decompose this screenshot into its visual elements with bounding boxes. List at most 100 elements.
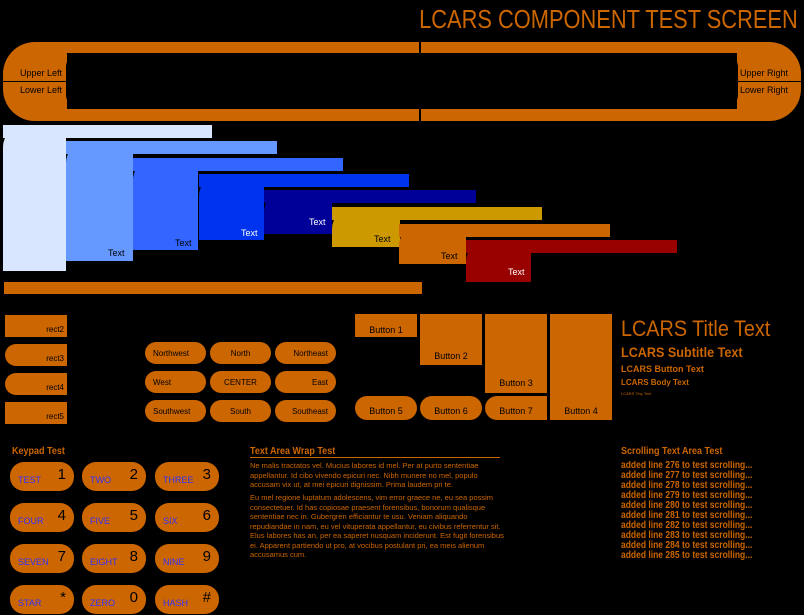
keypad-key-value: 8	[129, 548, 138, 565]
elbow-top-bar	[399, 224, 610, 237]
keypad-key-value: 5	[129, 507, 138, 524]
horizontal-bar[interactable]	[4, 282, 422, 294]
keypad-key-label: HASH	[163, 598, 189, 608]
frame-bottom-bar-right[interactable]	[421, 109, 739, 121]
keypad-key-label: STAR	[18, 598, 42, 608]
rect3[interactable]: rect3	[5, 344, 67, 366]
keypad-key-value: 9	[202, 548, 211, 565]
keypad-key-label: NINE	[163, 557, 185, 567]
keypad-key-five[interactable]: FIVE 5	[82, 503, 146, 532]
rect5[interactable]: rect5	[5, 402, 67, 424]
scroll-line: added line 276 to test scrolling...	[621, 461, 753, 471]
keypad-key-six[interactable]: SIX 6	[155, 503, 219, 532]
elbow-label: Text	[441, 251, 458, 261]
frame-bottom-bar-left[interactable]	[66, 109, 419, 121]
button-3[interactable]: Button 3	[485, 314, 547, 393]
frame-divider-left	[3, 81, 66, 82]
elbow-label: Text	[175, 238, 192, 248]
keypad-key-value: 4	[57, 507, 66, 524]
elbow-side-bar	[66, 141, 133, 261]
keypad-key-value: 2	[129, 466, 138, 483]
keypad-key-two[interactable]: TWO 2	[82, 462, 146, 491]
button-2[interactable]: Button 2	[420, 314, 482, 365]
keypad-key-nine[interactable]: NINE 9	[155, 544, 219, 573]
scroll-area[interactable]: added line 276 to test scrolling... added…	[621, 461, 801, 571]
elbow-top-bar	[332, 207, 542, 220]
frame-top-bar-right[interactable]	[421, 42, 739, 53]
compass-southwest-button[interactable]: Southwest	[145, 400, 206, 422]
button-7[interactable]: Button 7	[485, 396, 547, 420]
keypad-key-three[interactable]: THREE 3	[155, 462, 219, 491]
elbow-label: Text	[374, 234, 391, 244]
button-6[interactable]: Button 6	[420, 396, 482, 420]
keypad-key-eight[interactable]: EIGHT 8	[82, 544, 146, 573]
keypad-key-value: 1	[57, 466, 66, 483]
keypad-key-value: 6	[202, 507, 211, 524]
compass-northwest-button[interactable]: Northwest	[145, 342, 206, 364]
elbow-top-bar	[3, 125, 212, 138]
elbow-top-bar	[66, 141, 277, 154]
lcars-subtitle-text: LCARS Subtitle Text	[621, 344, 743, 360]
scroll-line: added line 279 to test scrolling...	[621, 490, 753, 501]
keypad-title: Keypad Test	[12, 446, 65, 457]
elbow-8[interactable]: Text	[466, 240, 677, 282]
frame-upper-left-label: Upper Left	[20, 68, 63, 78]
compass-northeast-button[interactable]: Northeast	[275, 342, 336, 364]
rect2[interactable]: rect2	[5, 315, 67, 337]
rect4[interactable]: rect4	[5, 373, 67, 395]
elbow-label: Text	[241, 228, 258, 238]
button-5[interactable]: Button 5	[355, 396, 417, 420]
compass-south-button[interactable]: South	[210, 400, 271, 422]
compass-center-button[interactable]: CENTER	[210, 371, 271, 393]
keypad-key-value: *	[60, 589, 66, 606]
compass-north-button[interactable]: North	[210, 342, 271, 364]
elbow-top-bar	[466, 240, 677, 253]
compass-east-button[interactable]: East	[275, 371, 336, 393]
elbow-label: Text	[108, 248, 125, 258]
frame-lower-left-label: Lower Left	[20, 85, 63, 95]
scroll-line: added line 285 to test scrolling...	[621, 550, 753, 561]
elbow-side-bar	[3, 125, 66, 271]
scroll-line: added line 282 to test scrolling...	[621, 520, 753, 531]
keypad-key-seven[interactable]: SEVEN 7	[10, 544, 74, 573]
scroll-line: added line 278 to test scrolling...	[621, 480, 753, 491]
text-area-rule	[250, 457, 500, 458]
keypad-key-label: THREE	[163, 475, 194, 485]
lcars-title-text: LCARS Title Text	[621, 316, 771, 341]
keypad-key-value: #	[202, 589, 211, 606]
elbow-label: Text	[309, 217, 326, 227]
elbow-top-bar	[264, 190, 476, 203]
keypad-key-label: SIX	[163, 516, 178, 526]
elbow-label: Text	[508, 267, 525, 277]
keypad-key-value: 3	[202, 466, 211, 483]
keypad-key-label: SEVEN	[18, 557, 49, 567]
button-4[interactable]: Button 4	[550, 314, 612, 420]
scroll-line: added line 277 to test scrolling...	[621, 470, 753, 481]
keypad-key-star[interactable]: STAR *	[10, 585, 74, 614]
elbow-inner	[531, 253, 677, 282]
keypad-key-hash[interactable]: HASH #	[155, 585, 219, 614]
frame-inner	[66, 53, 738, 109]
elbow-side-bar	[133, 158, 198, 250]
keypad-key-label: FOUR	[18, 516, 44, 526]
keypad-key-label: EIGHT	[90, 557, 118, 567]
scroll-line: added line 283 to test scrolling...	[621, 530, 753, 541]
compass-west-button[interactable]: West	[145, 371, 206, 393]
button-1[interactable]: Button 1	[355, 314, 417, 337]
elbow-top-bar	[133, 158, 343, 171]
keypad-key-label: FIVE	[90, 516, 111, 526]
compass-southeast-button[interactable]: Southeast	[275, 400, 336, 422]
text-area-para-2: Eu mel regione luptatum adolescens, vim …	[250, 493, 504, 559]
elbow-top-bar	[199, 174, 409, 187]
frame-top-bar-left[interactable]	[66, 42, 419, 53]
text-area-para-1: Ne malis tractatos vel. Mucius labores i…	[250, 461, 479, 489]
keypad-key-label: TEST	[18, 475, 42, 485]
scroll-line: added line 284 to test scrolling...	[621, 540, 753, 551]
frame-upper-right-label: Upper Right	[740, 68, 789, 78]
keypad-key-zero[interactable]: ZERO 0	[82, 585, 146, 614]
keypad-key-label: ZERO	[90, 598, 116, 608]
keypad-key-four[interactable]: FOUR 4	[10, 503, 74, 532]
lcars-tiny-text: LCARS Tiny Text	[621, 391, 652, 396]
lcars-button-text: LCARS Button Text	[621, 364, 704, 374]
keypad-key-test[interactable]: TEST 1	[10, 462, 74, 491]
